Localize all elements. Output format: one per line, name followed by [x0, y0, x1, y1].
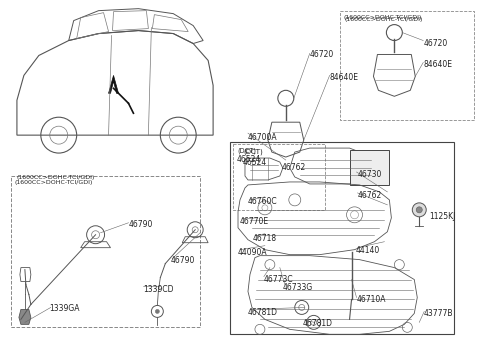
Text: 46730: 46730	[358, 170, 382, 179]
Text: 46524: 46524	[237, 155, 261, 164]
Text: 46720: 46720	[423, 39, 447, 48]
Text: (DCT): (DCT)	[243, 148, 263, 154]
Bar	[230, 142, 454, 334]
Text: 44090A: 44090A	[238, 248, 268, 257]
Text: 46770E: 46770E	[240, 217, 269, 226]
Text: 46790: 46790	[129, 220, 153, 229]
Text: (1600CC>DOHC-TCI/GDI): (1600CC>DOHC-TCI/GDI)	[345, 17, 423, 22]
Circle shape	[416, 207, 422, 213]
Text: 46781D: 46781D	[303, 319, 333, 329]
Text: 84640E: 84640E	[423, 61, 452, 69]
Text: 46733G: 46733G	[283, 283, 313, 292]
Bar	[349, 150, 389, 185]
Bar	[339, 11, 474, 120]
Circle shape	[156, 309, 159, 313]
Text: 46700A: 46700A	[248, 133, 277, 142]
Text: 1125KJ: 1125KJ	[429, 212, 456, 221]
Text: 43777B: 43777B	[423, 309, 453, 318]
Text: 46718: 46718	[253, 234, 277, 243]
Text: 46762: 46762	[358, 191, 382, 200]
Text: 46773C: 46773C	[264, 274, 294, 284]
Text: 46781D: 46781D	[248, 308, 278, 317]
Text: 46790: 46790	[170, 256, 195, 265]
Text: 46524: 46524	[243, 158, 267, 167]
Bar	[11, 176, 200, 327]
Text: (1600CC>DOHC-TCI/GDI): (1600CC>DOHC-TCI/GDI)	[15, 180, 93, 185]
Text: 1339CD: 1339CD	[144, 285, 174, 293]
Text: 84640E: 84640E	[330, 73, 359, 82]
Text: 46760C: 46760C	[248, 197, 277, 206]
Circle shape	[412, 203, 426, 217]
Text: (DCT): (DCT)	[237, 147, 256, 153]
Text: 44140: 44140	[356, 246, 380, 255]
Text: 46762: 46762	[282, 163, 306, 172]
Polygon shape	[108, 75, 119, 93]
Text: (1600CC>DOHC-TCI/GDI): (1600CC>DOHC-TCI/GDI)	[344, 15, 422, 20]
Text: (1600CC>DOHC-TCI/GDI): (1600CC>DOHC-TCI/GDI)	[17, 175, 96, 180]
Text: 1339GA: 1339GA	[49, 305, 79, 313]
Polygon shape	[19, 309, 31, 324]
Text: 46710A: 46710A	[357, 295, 386, 305]
Text: 46720: 46720	[310, 50, 334, 59]
Bar	[233, 144, 324, 210]
